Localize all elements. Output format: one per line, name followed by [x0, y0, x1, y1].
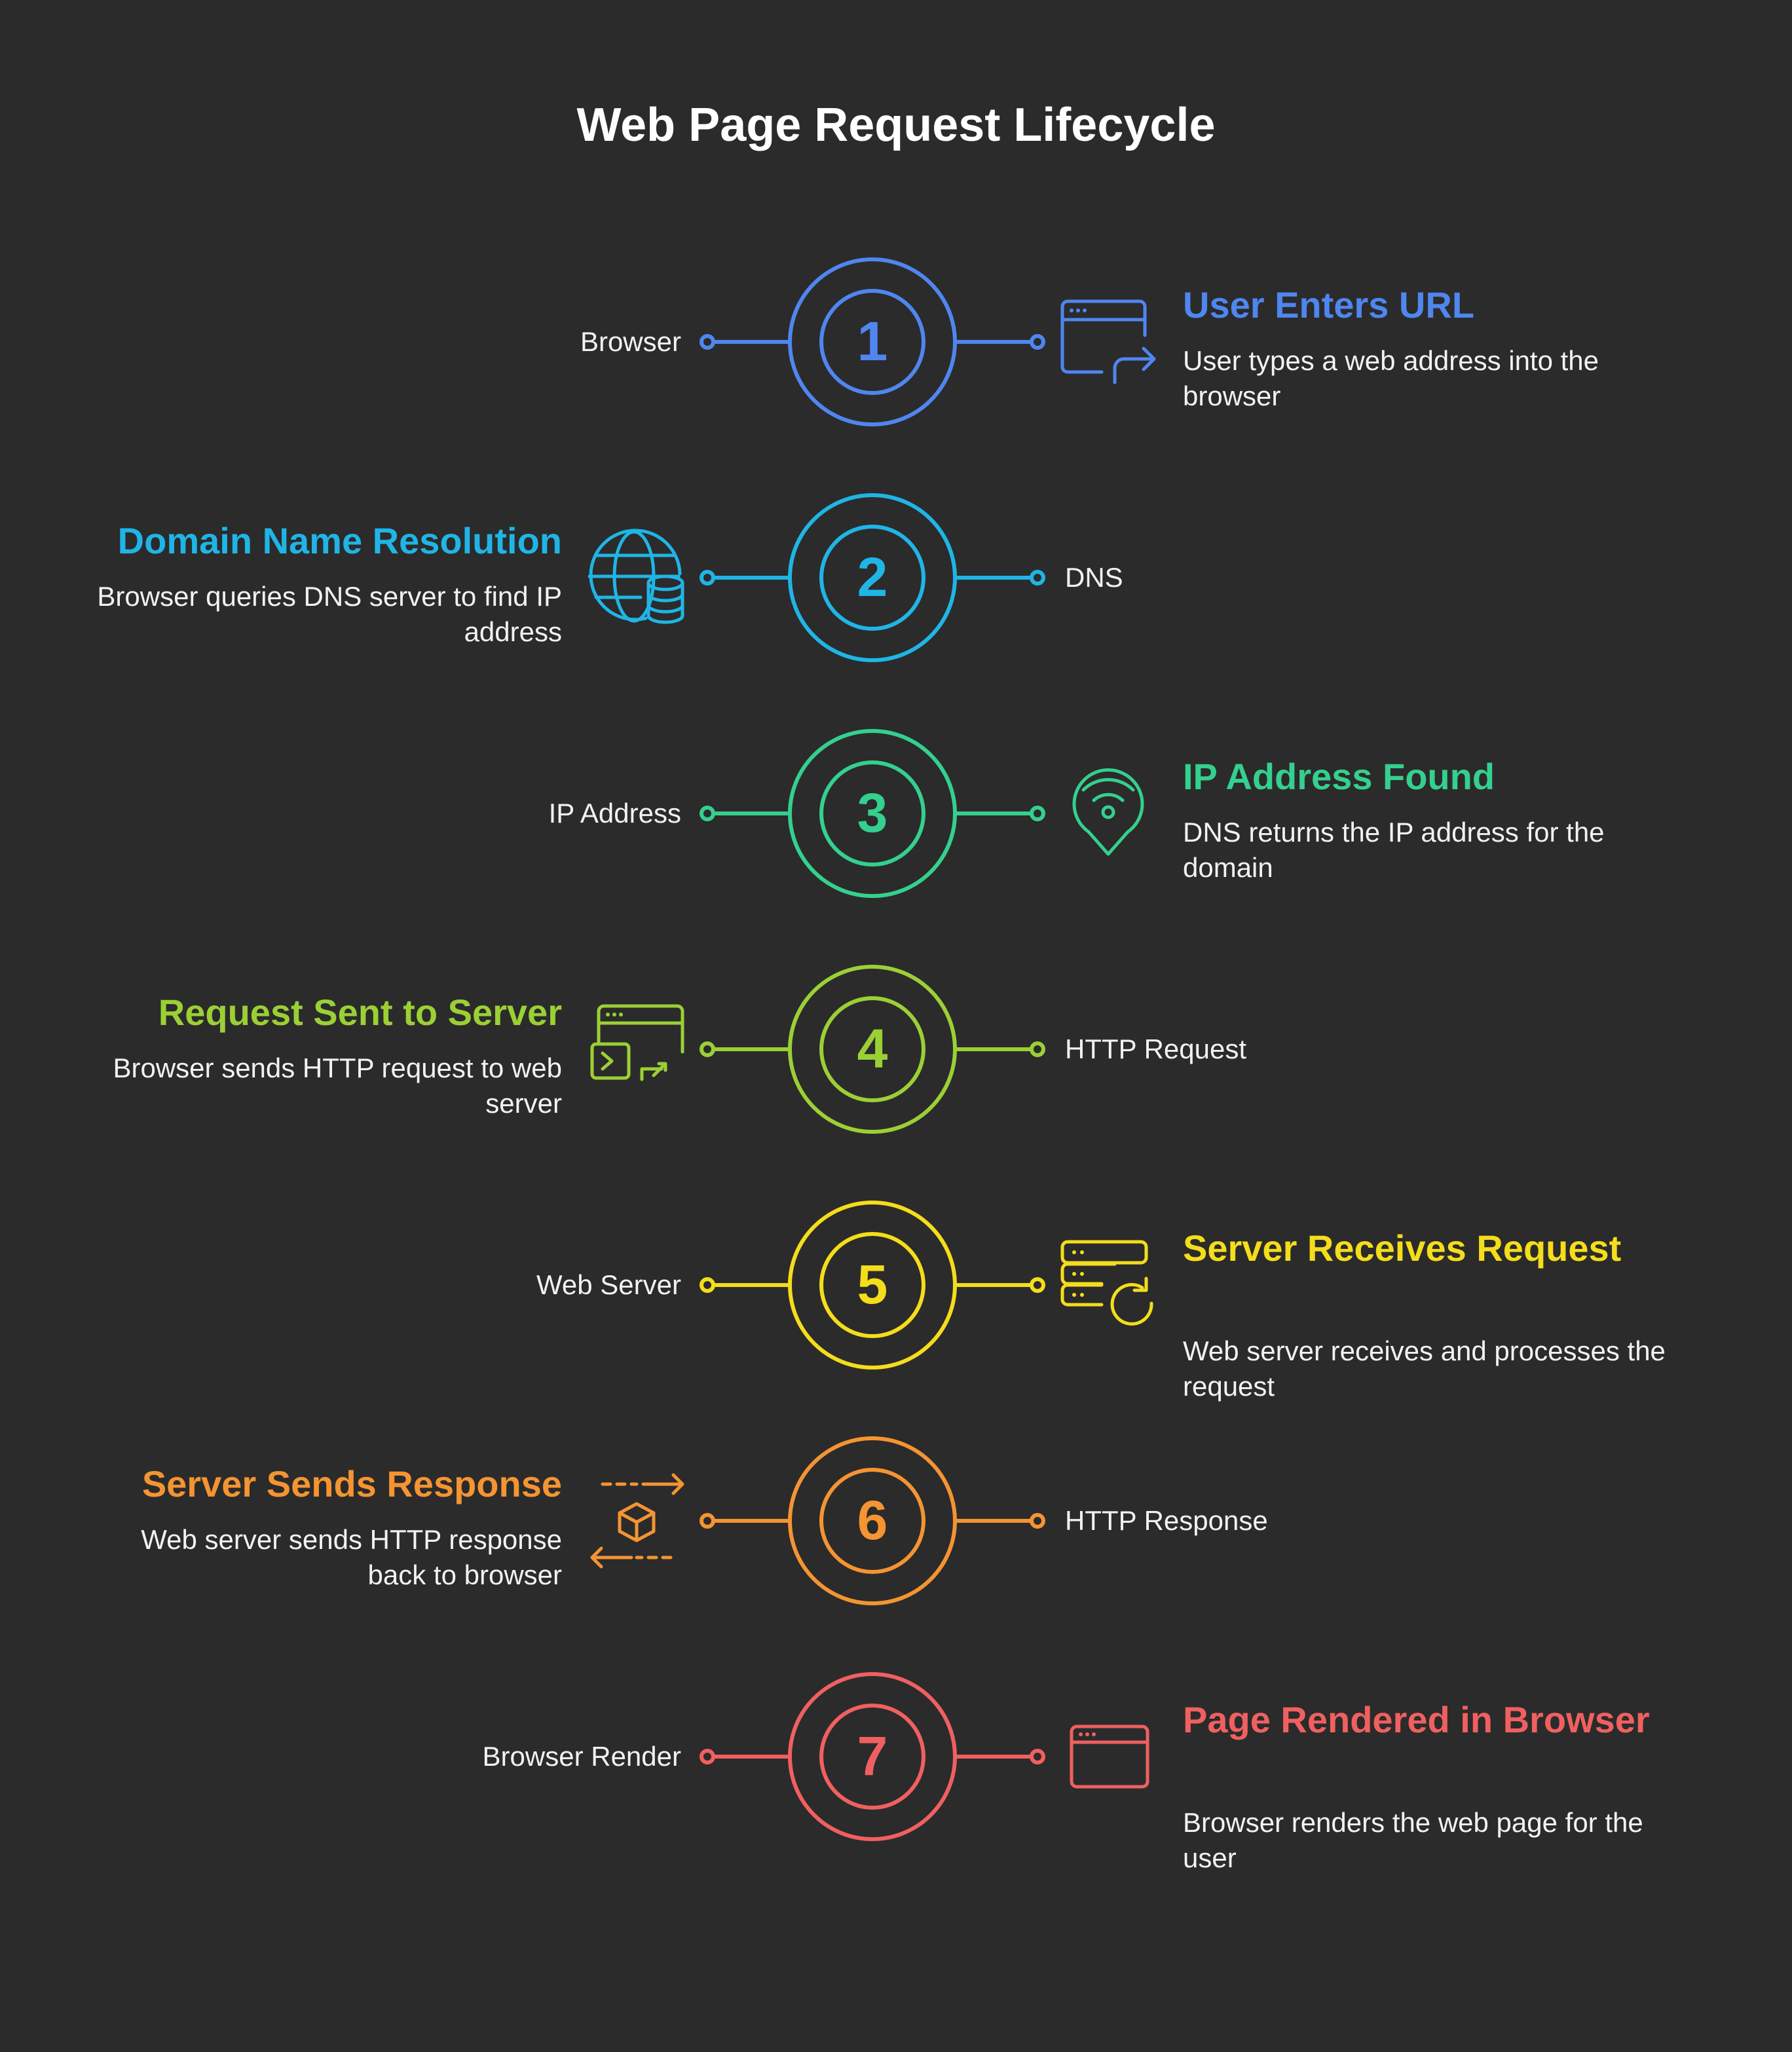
step-label: Web Server	[536, 1269, 681, 1300]
browser-window-icon	[1070, 1725, 1149, 1789]
right-connector-dot	[1030, 1041, 1045, 1057]
step-description: Browser sends HTTP request to web server	[113, 1053, 562, 1119]
step-label: HTTP Response	[1065, 1505, 1268, 1536]
step-label: Browser Render	[482, 1741, 681, 1772]
step-2-node: 2	[588, 493, 1045, 662]
inner-ring	[819, 289, 925, 395]
step-description: Browser renders the web page for the use…	[1183, 1807, 1643, 1873]
left-connector-dot	[700, 570, 715, 586]
step-number: 5	[857, 1254, 888, 1315]
step-title: Page Rendered in Browser	[1183, 1699, 1650, 1740]
right-connector-dot	[1030, 1513, 1045, 1529]
globe-database-icon	[588, 529, 684, 624]
step-6-node: 6	[590, 1436, 1045, 1605]
location-signal-icon	[1072, 768, 1144, 856]
step-7-node: 7	[700, 1672, 1149, 1841]
step-3-node: 3	[700, 729, 1144, 898]
diagram-title: Web Page Request Lifecycle	[576, 99, 1216, 151]
right-connector-dot	[1030, 806, 1045, 821]
step-5-node: 5	[700, 1201, 1153, 1370]
step-number: 4	[857, 1018, 888, 1079]
step-label: HTTP Request	[1065, 1034, 1246, 1064]
inner-ring	[819, 760, 925, 867]
step-title: Server Receives Request	[1183, 1227, 1622, 1269]
server-refresh-icon	[1060, 1240, 1153, 1326]
step-title: Domain Name Resolution	[117, 520, 562, 561]
step-description: DNS returns the IP address for the domai…	[1183, 817, 1605, 883]
right-connector-dot	[1030, 570, 1045, 586]
right-connector-dot	[1030, 1749, 1045, 1764]
browser-redirect-icon	[1060, 299, 1156, 384]
inner-ring	[819, 996, 925, 1102]
step-label: Browser	[580, 326, 681, 357]
step-number: 6	[857, 1489, 888, 1551]
left-connector-dot	[700, 1749, 715, 1764]
step-number: 1	[857, 310, 888, 372]
inner-ring	[819, 1232, 925, 1338]
step-title: IP Address Found	[1183, 756, 1495, 797]
step-title: Request Sent to Server	[158, 992, 562, 1033]
step-description: Web server receives and processes the re…	[1183, 1335, 1666, 1402]
step-description: Browser queries DNS server to find IP ad…	[97, 581, 562, 647]
left-connector-dot	[700, 806, 715, 821]
step-description: Web server sends HTTP response back to b…	[141, 1524, 562, 1590]
package-exchange-icon	[590, 1473, 684, 1569]
right-connector-dot	[1030, 334, 1045, 350]
step-number: 7	[857, 1725, 888, 1787]
step-description: User types a web address into the browse…	[1183, 345, 1599, 411]
step-title: User Enters URL	[1183, 284, 1475, 326]
step-1-node: 1	[700, 257, 1156, 426]
inner-ring	[819, 1704, 925, 1810]
right-connector-dot	[1030, 1277, 1045, 1293]
inner-ring	[819, 1468, 925, 1574]
step-title: Server Sends Response	[141, 1463, 562, 1504]
step-number: 2	[857, 546, 888, 608]
step-4-node: 4	[590, 965, 1045, 1134]
left-connector-dot	[700, 1041, 715, 1057]
step-label: IP Address	[548, 798, 681, 829]
terminal-upload-icon	[590, 1004, 684, 1081]
left-connector-dot	[700, 334, 715, 350]
left-connector-dot	[700, 1277, 715, 1293]
step-number: 3	[857, 782, 888, 844]
inner-ring	[819, 525, 925, 631]
left-connector-dot	[700, 1513, 715, 1529]
step-label: DNS	[1065, 562, 1123, 593]
